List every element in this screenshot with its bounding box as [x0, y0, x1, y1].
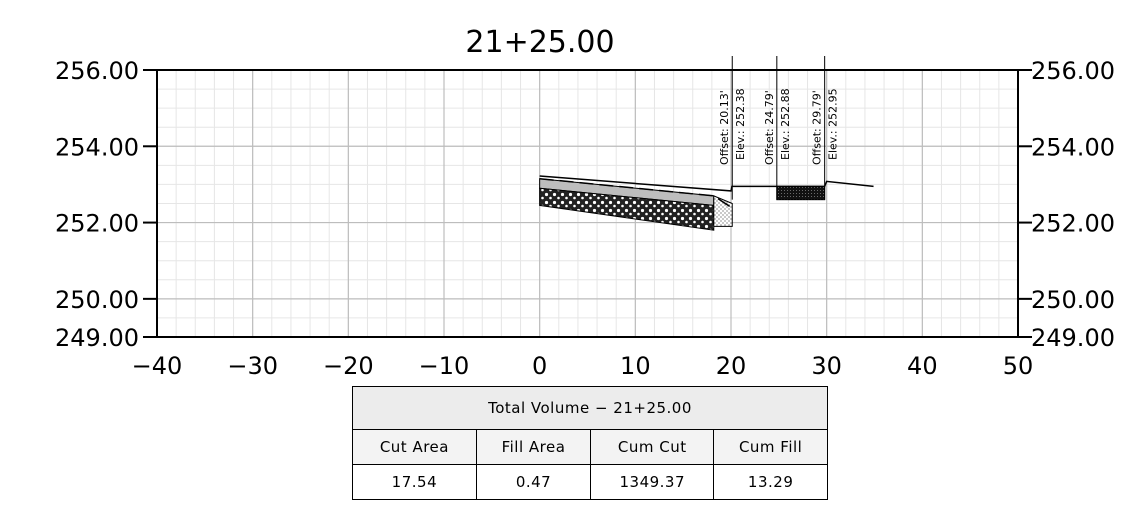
x-tick-label: 20	[716, 352, 747, 380]
y-tick-label-right: 249.00	[1031, 324, 1115, 352]
value-cum-cut: 1349.37	[590, 464, 715, 500]
y-tick-label-left: 250.00	[55, 286, 139, 314]
y-tick-label-left: 249.00	[55, 324, 139, 352]
volume-table-title: Total Volume − 21+25.00	[352, 386, 828, 430]
y-tick-label-left: 254.00	[55, 133, 139, 161]
annotation-elev: Elev.: 252.88	[779, 88, 792, 160]
x-tick-label: 0	[532, 352, 547, 380]
x-tick-label: 40	[907, 352, 938, 380]
annotation-elev: Elev.: 252.95	[827, 88, 840, 160]
y-tick-label-right: 252.00	[1031, 210, 1115, 238]
y-tick-label-right: 256.00	[1031, 57, 1115, 85]
plot-border	[156, 69, 1019, 338]
y-tick-label-right: 254.00	[1031, 133, 1115, 161]
header-cum-cut: Cum Cut	[590, 429, 715, 465]
annotation-offset: Offset: 20.13'	[718, 90, 731, 165]
y-tick-label-right: 250.00	[1031, 286, 1115, 314]
annotation-offset: Offset: 29.79'	[811, 90, 824, 165]
cross-section-chart: Offset: 20.13' Elev.: 252.38 Offset: 24.79…	[55, 25, 1115, 380]
offset-annotations: Offset: 20.13' Elev.: 252.38 Offset: 24.79…	[718, 56, 840, 200]
chart-title: 21+25.00	[465, 25, 614, 60]
x-tick-label: −10	[419, 352, 470, 380]
pavement-layers	[539, 178, 826, 231]
annotation-elev: Elev.: 252.38	[734, 88, 747, 160]
y-tick-label-left: 256.00	[55, 57, 139, 85]
annotation-offset: Offset: 24.79'	[763, 90, 776, 165]
x-tick-label: −30	[227, 352, 278, 380]
plot-frame	[143, 69, 1032, 338]
aggregate-base-layer	[539, 187, 715, 231]
volume-table: Total Volume − 21+25.00 Cut Area Fill Ar…	[352, 386, 828, 500]
value-fill-area: 0.47	[475, 464, 592, 500]
header-fill-area: Fill Area	[475, 429, 592, 465]
value-cut-area: 17.54	[352, 464, 477, 500]
x-tick-labels: −40 −30 −20 −10 0 10 20 30 40 50	[132, 352, 1034, 380]
x-tick-label: −40	[132, 352, 183, 380]
header-cum-fill: Cum Fill	[713, 429, 828, 465]
y-tick-label-left: 252.00	[55, 210, 139, 238]
sidewalk-layer	[776, 185, 826, 201]
x-tick-label: −20	[323, 352, 374, 380]
design-surface-line	[539, 177, 733, 209]
y-tick-labels: 249.00 249.00 250.00 250.00 252.00 252.00 254.…	[55, 57, 1115, 352]
value-cum-fill: 13.29	[713, 464, 828, 500]
header-cut-area: Cut Area	[352, 429, 477, 465]
x-tick-label: 30	[811, 352, 842, 380]
x-tick-label: 10	[620, 352, 651, 380]
curb-backfill	[713, 195, 733, 227]
x-tick-label: 50	[1003, 352, 1034, 380]
